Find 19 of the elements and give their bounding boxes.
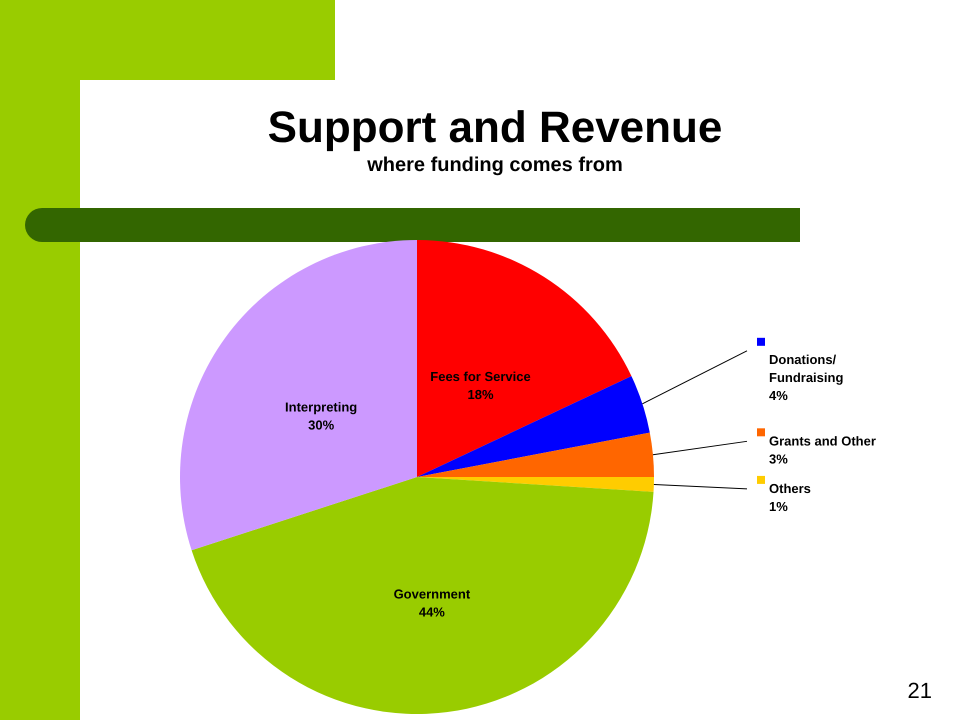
- slice-label: Government: [394, 586, 471, 602]
- data-label: 30%: [308, 417, 335, 432]
- data-label: 3%: [769, 451, 788, 466]
- chart-title: Support and Revenue: [268, 103, 722, 152]
- pie-slice: [192, 477, 654, 714]
- legend-label: Others: [769, 480, 811, 496]
- legend-label: Donations/ Fundraising: [769, 352, 844, 385]
- pie-slice: [417, 432, 654, 477]
- data-label: 4%: [769, 388, 788, 403]
- slice-label: Interpreting: [285, 399, 358, 414]
- legend-label: Grants and Other: [769, 433, 876, 448]
- slice-label: Fees for Service: [430, 368, 531, 384]
- text: 21: [908, 678, 932, 704]
- data-label: 44%: [418, 604, 446, 620]
- chart-subtitle: where funding comes from: [366, 154, 623, 176]
- data-label: 1%: [769, 498, 788, 514]
- pie-slice: [417, 240, 632, 477]
- pie-slice: [180, 240, 417, 550]
- data-label: 18%: [467, 386, 494, 402]
